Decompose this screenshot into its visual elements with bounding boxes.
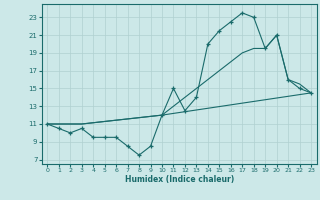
X-axis label: Humidex (Indice chaleur): Humidex (Indice chaleur) <box>124 175 234 184</box>
